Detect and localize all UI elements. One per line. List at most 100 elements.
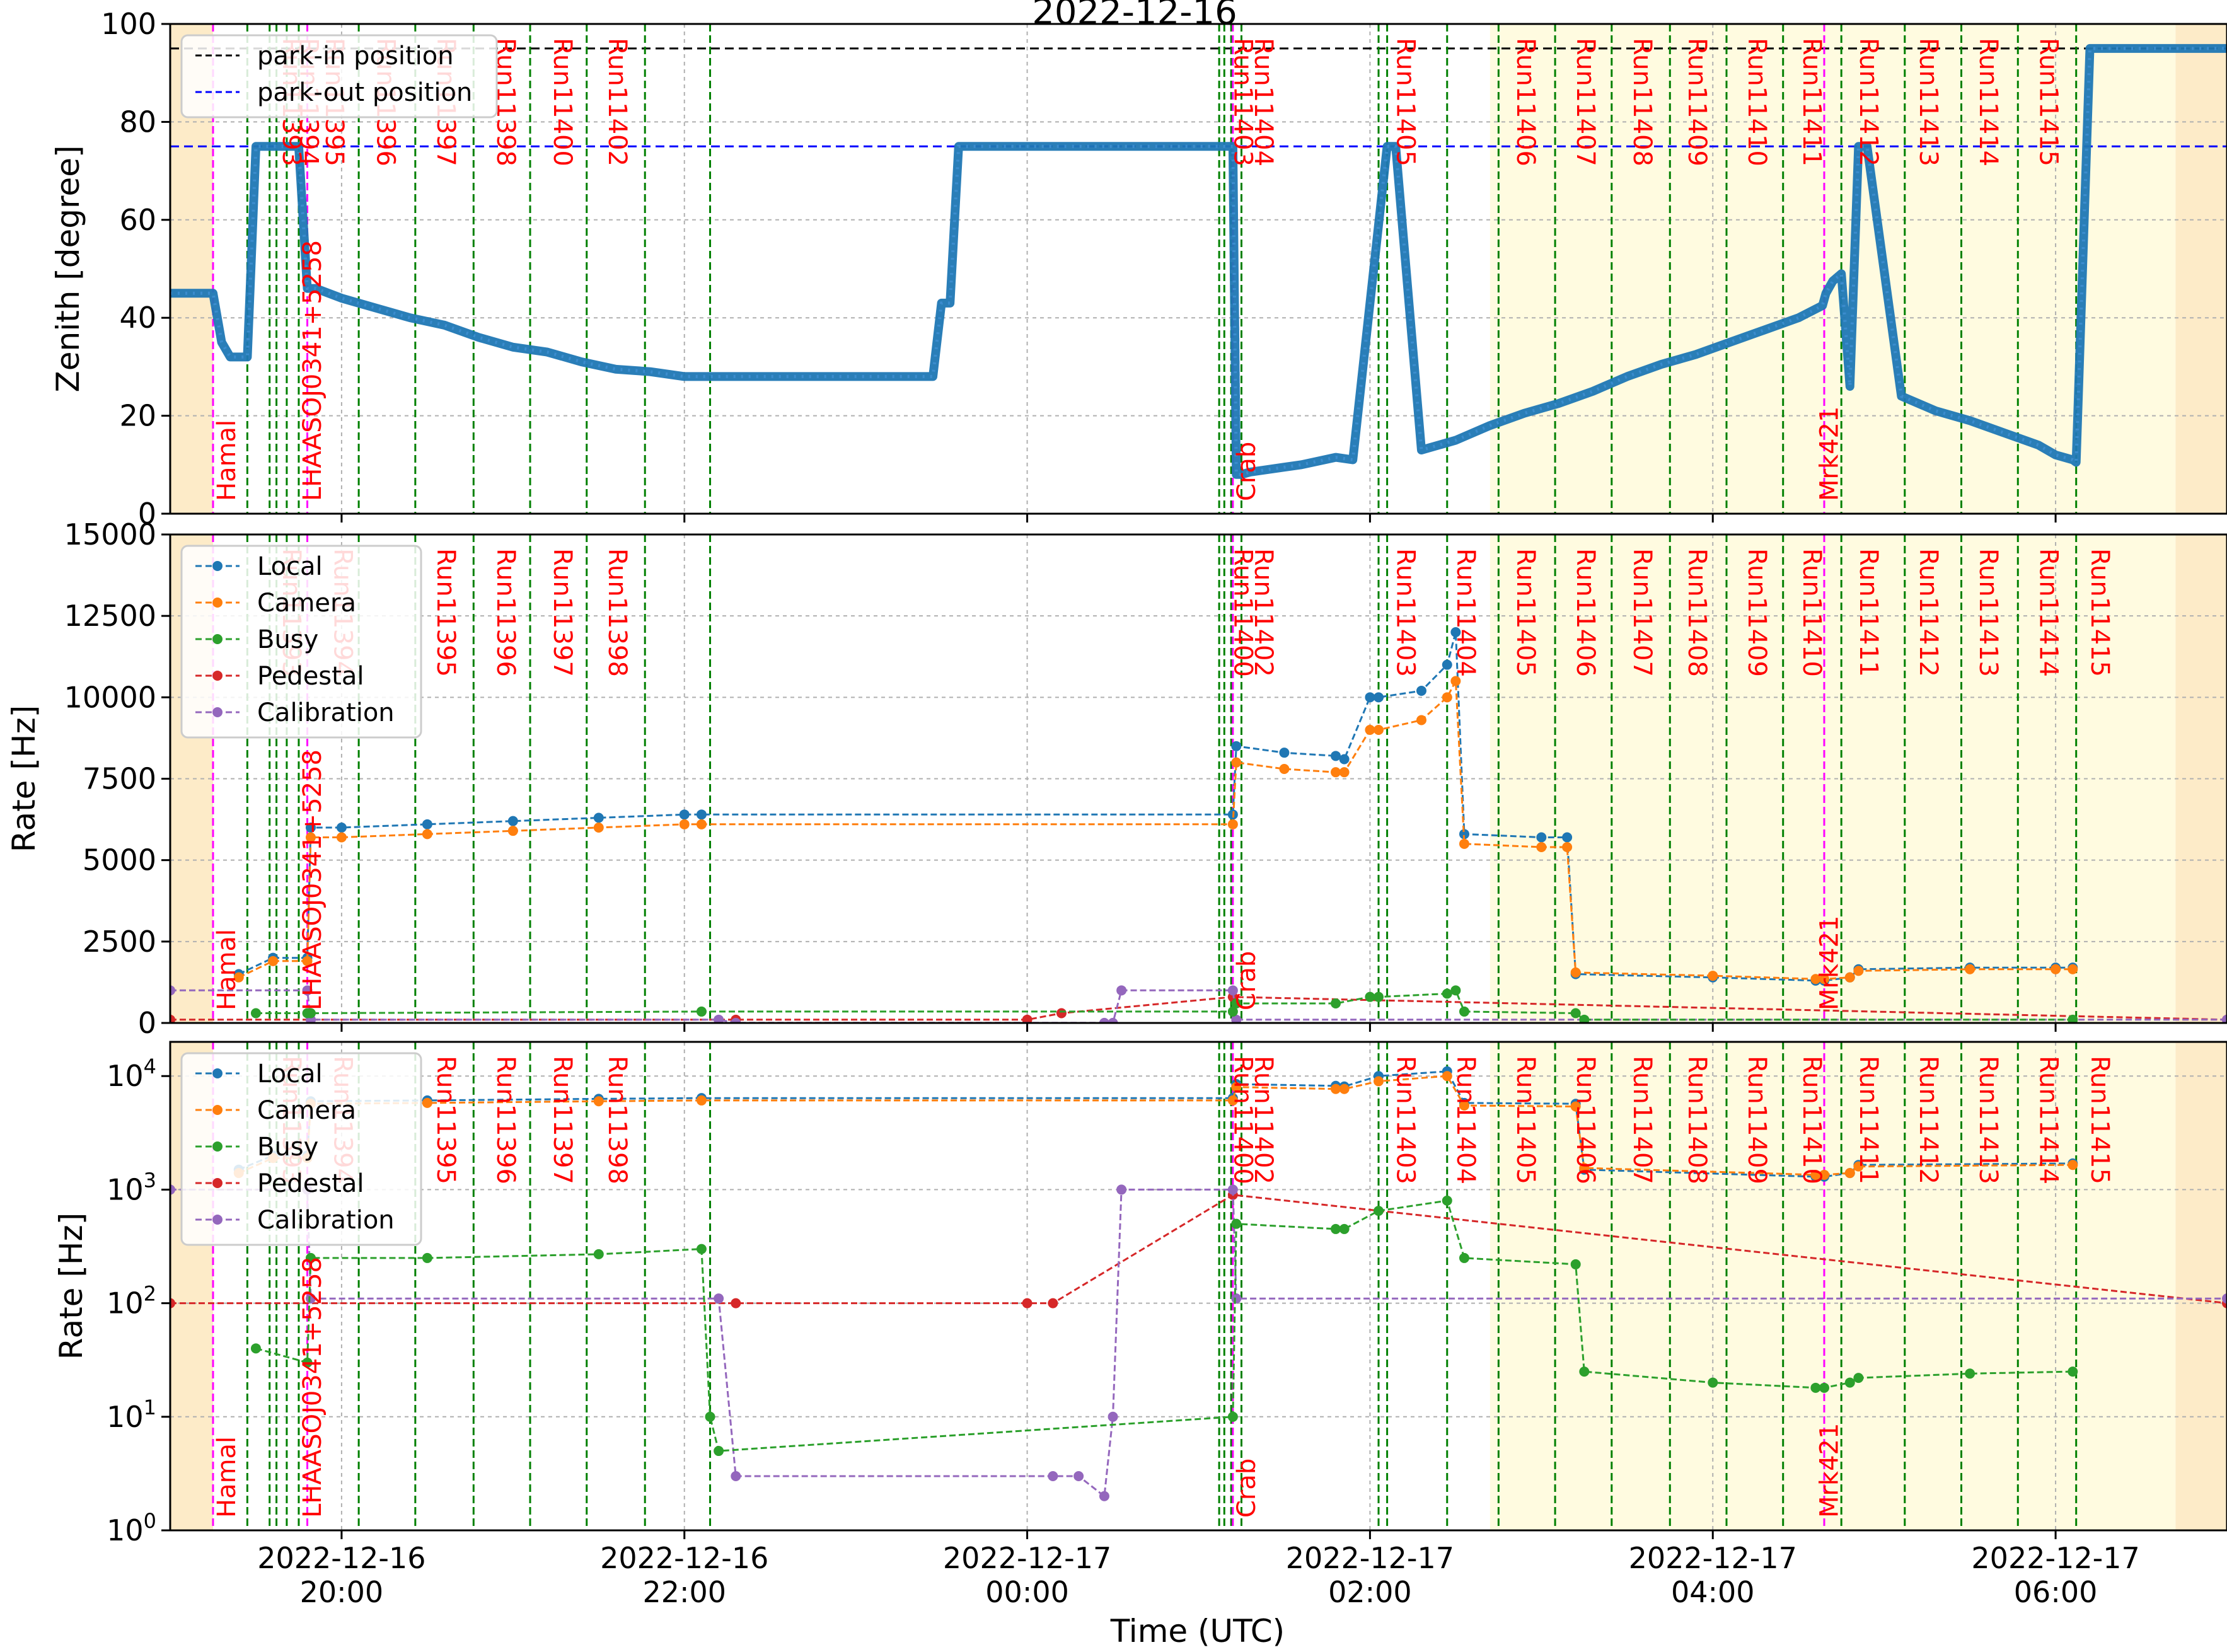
series-point (1116, 1184, 1127, 1195)
panel-zenith: Run11393Run11394Run11395Run11396Run11397… (50, 7, 2227, 531)
series-point (1374, 692, 1384, 703)
source-label: Hamal (212, 420, 241, 501)
series-point (679, 809, 690, 820)
y-tick-label: 60 (119, 203, 156, 237)
series-point (1450, 676, 1461, 686)
y-axis-label: Zenith [degree] (50, 145, 86, 392)
series-point (593, 812, 604, 823)
y-tick-label: 40 (119, 301, 156, 335)
run-label: Run11400 (548, 38, 577, 166)
series-point (336, 823, 347, 833)
series-point (233, 972, 244, 983)
series-point (1331, 751, 1341, 761)
series-point (422, 1252, 432, 1263)
legend-label: Camera (257, 1096, 356, 1125)
series-point (714, 1014, 724, 1023)
series-point (1374, 1076, 1384, 1087)
source-label: LHAASOJ0341+5258 (298, 240, 327, 501)
series-point (250, 1343, 261, 1354)
series-point (1708, 1377, 1718, 1388)
run-label: Run11397 (548, 1056, 577, 1184)
series-point (268, 956, 279, 966)
series-point (1227, 819, 1238, 829)
panel-rate-linear: Run11393Run11394Run11395Run11396Run11397… (6, 517, 2227, 1040)
legend-label: park-out position (257, 78, 472, 107)
legend-marker (212, 1105, 223, 1115)
x-tick-label-time: 22:00 (642, 1575, 726, 1609)
series-point (2068, 1366, 2078, 1377)
series-point (696, 1244, 707, 1254)
series-point (1365, 991, 1375, 1002)
x-tick-label-time: 20:00 (300, 1575, 384, 1609)
series-point (1844, 972, 1855, 983)
series-line (170, 996, 2227, 1021)
y-tick-label: 100 (107, 1509, 156, 1547)
series-point (1810, 1382, 1821, 1393)
series-point (1331, 998, 1341, 1008)
source-label: LHAASOJ0341+5258 (298, 1257, 327, 1518)
source-label: Mrk421 (1815, 407, 1844, 501)
run-label: Run11414 (2033, 548, 2062, 677)
legend-marker (212, 1178, 223, 1188)
run-label: Run11406 (1511, 38, 1540, 166)
series-point (336, 832, 347, 843)
series-point (593, 1249, 604, 1259)
series-point (1339, 1223, 1350, 1234)
run-label: Run11407 (1628, 1056, 1657, 1184)
y-tick-label: 12500 (64, 599, 156, 633)
run-label: Run11404 (1451, 1056, 1480, 1184)
run-label: Run11411 (1854, 1056, 1883, 1184)
run-label: Run11402 (1249, 1056, 1278, 1184)
series-point (1279, 748, 1290, 758)
run-label: Run11415 (2085, 1056, 2114, 1184)
legend-marker (212, 598, 223, 608)
x-axis-label: Time (UTC) (1110, 1613, 1285, 1649)
series-point (1450, 985, 1461, 996)
series-point (422, 829, 432, 840)
legend-box (180, 34, 498, 118)
run-label: Run11415 (2085, 548, 2114, 677)
series-point (1579, 1366, 1590, 1377)
series-point (714, 1446, 724, 1457)
series-point (1231, 1293, 1242, 1304)
legend-label: Pedestal (257, 662, 364, 691)
series-point (1570, 1008, 1581, 1019)
series-point (2068, 1160, 2078, 1170)
series-point (1231, 757, 1242, 768)
run-label: Run11415 (2033, 38, 2062, 166)
series-point (2068, 964, 2078, 974)
series-point (507, 816, 518, 826)
legend-label: Local (257, 1060, 323, 1089)
series-point (1536, 842, 1547, 852)
legend-label: park-in position (257, 42, 454, 71)
series-point (1365, 725, 1375, 735)
series-point (731, 1298, 741, 1308)
series-point (1853, 1161, 1864, 1172)
run-label: Run11414 (2033, 1056, 2062, 1184)
legend-label: Pedestal (257, 1169, 364, 1198)
run-label: Run11412 (1914, 548, 1943, 677)
run-label: Run11412 (1914, 1056, 1943, 1184)
series-point (696, 1006, 707, 1017)
run-label: Run11410 (1742, 38, 1771, 166)
legend-box (180, 1052, 422, 1246)
series-point (1459, 1100, 1469, 1111)
series-point (2222, 1293, 2227, 1304)
source-label: Crab (1232, 442, 1261, 501)
run-label: Run11408 (1682, 1056, 1711, 1184)
x-tick-label-date: 2022-12-17 (1971, 1541, 2139, 1575)
shade-moon (1489, 24, 2176, 514)
series-point (1374, 991, 1384, 1002)
series-point (1459, 1006, 1469, 1017)
panel-frame (169, 1041, 2227, 1532)
series-point (2051, 964, 2061, 974)
x-tick-label-date: 2022-12-16 (600, 1541, 768, 1575)
series-point (593, 1096, 604, 1107)
legend-label: Calibration (257, 1206, 395, 1235)
series-point (507, 826, 518, 836)
series-point (422, 819, 432, 829)
run-label: Run11400 (1228, 548, 1257, 677)
series-point (1416, 715, 1426, 725)
y-tick-label: 2500 (83, 925, 156, 959)
source-label: Crab (1232, 1458, 1261, 1518)
